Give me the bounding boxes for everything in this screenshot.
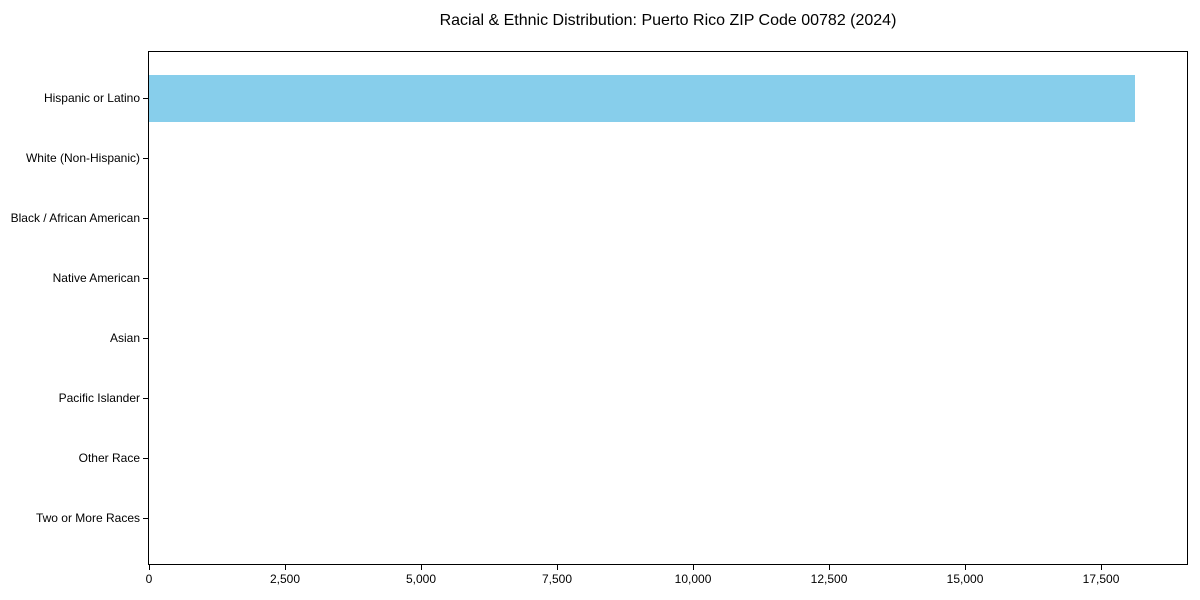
y-axis-label-other-race: Other Race (78, 451, 140, 465)
x-tick-2500 (285, 564, 286, 570)
x-tick-label-15000: 15,000 (946, 572, 984, 586)
y-tick-white-non-hispanic (143, 157, 148, 159)
y-axis-label-native-american: Native American (52, 271, 140, 285)
y-axis-label-white-non-hispanic: White (Non-Hispanic) (25, 151, 140, 165)
bar-hispanic-or-latino (149, 74, 1136, 122)
y-axis-label-two-or-more-races: Two or More Races (35, 511, 140, 525)
y-tick-asian (143, 337, 148, 339)
x-tick-label-12500: 12,500 (810, 572, 848, 586)
y-tick-two-or-more-races (143, 517, 148, 519)
x-tick-10000 (693, 564, 695, 570)
y-tick-black-african-american (143, 217, 148, 219)
y-tick-native-american (143, 277, 148, 279)
y-tick-pacific-islander (143, 397, 148, 399)
y-axis-label-asian: Asian (109, 331, 140, 345)
x-tick-label-5000: 5,000 (405, 572, 437, 586)
y-axis-label-pacific-islander: Pacific Islander (58, 391, 140, 405)
chart-title: Racial & Ethnic Distribution: Puerto Ric… (439, 12, 897, 29)
x-tick-label-10000: 10,000 (674, 572, 712, 586)
x-tick-17500 (1101, 564, 1103, 570)
x-tick-label-17500: 17,500 (1082, 572, 1120, 586)
y-axis-label-hispanic-or-latino: Hispanic or Latino (43, 91, 140, 105)
x-tick-15000 (965, 564, 967, 570)
y-tick-other-race (143, 457, 148, 459)
x-tick-5000 (421, 564, 422, 570)
y-tick-hispanic-or-latino (143, 97, 148, 99)
x-tick-0 (149, 564, 150, 570)
x-tick-label-0: 0 (145, 572, 153, 586)
x-tick-label-2500: 2,500 (269, 572, 301, 586)
x-tick-7500 (557, 564, 559, 570)
x-tick-label-7500: 7,500 (542, 572, 573, 586)
y-axis-label-black-african-american: Black / African American (10, 211, 140, 225)
x-tick-12500 (829, 564, 831, 570)
plot-area: 0 2,500 5,000 7,500 10,000 12,500 15,000 17,500 (143, 51, 1188, 586)
